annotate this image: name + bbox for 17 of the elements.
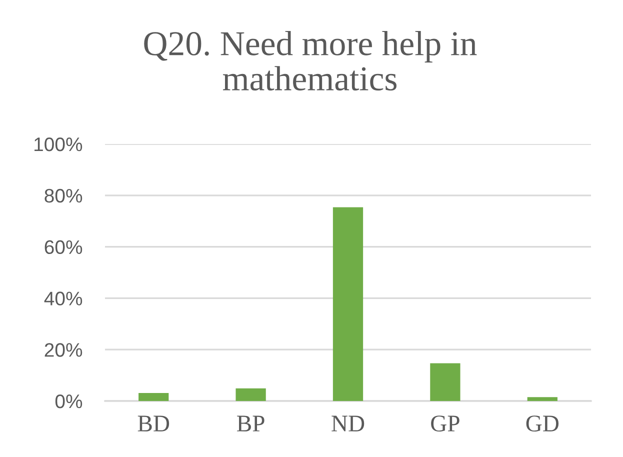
y-tick-label: 60% — [44, 240, 82, 254]
chart-title: Q20. Need more help in mathematics — [144, 31, 477, 91]
y-tick-label: 20% — [44, 343, 82, 357]
x-tick-label: ND — [332, 416, 364, 432]
bar — [332, 207, 364, 401]
bar — [138, 393, 169, 401]
x-tick-label: BD — [138, 416, 170, 432]
x-tick-label: BP — [237, 416, 264, 432]
bar — [527, 397, 558, 401]
bar — [430, 363, 460, 401]
y-tick-label: 80% — [44, 188, 82, 203]
x-tick-label: GP — [431, 416, 460, 432]
bar — [236, 388, 266, 401]
y-tick-label: 40% — [44, 292, 82, 306]
y-tick-label: 100% — [34, 137, 82, 152]
x-tick-label: GD — [526, 416, 559, 432]
y-tick-label: 0% — [55, 394, 82, 408]
